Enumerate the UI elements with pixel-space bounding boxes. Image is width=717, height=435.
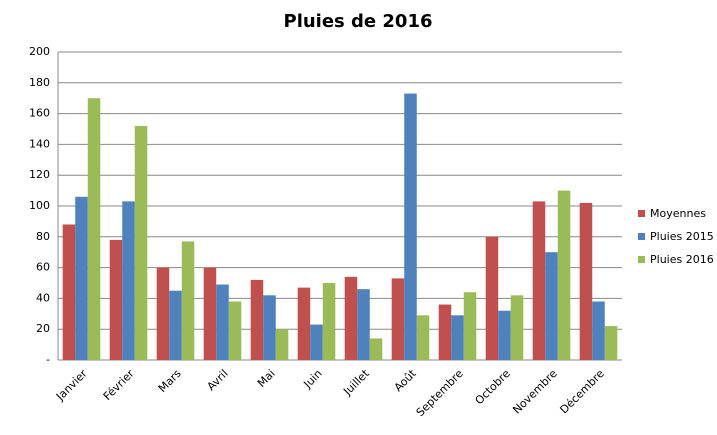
- legend-label: Pluies 2015: [650, 230, 714, 243]
- chart-title: Pluies de 2016: [284, 11, 433, 32]
- x-tick-label: Février: [101, 367, 137, 403]
- y-tick-label: 80: [36, 230, 50, 243]
- y-tick-label: 20: [36, 322, 50, 335]
- bar: [310, 324, 323, 360]
- bar: [463, 292, 477, 360]
- bar: [404, 93, 417, 360]
- bar: [344, 276, 358, 360]
- legend-swatch: [638, 210, 645, 217]
- y-tick-label: 100: [29, 199, 50, 212]
- bar: [532, 201, 546, 360]
- bar: [557, 190, 571, 360]
- bar: [451, 315, 464, 360]
- legend-swatch: [638, 256, 645, 263]
- y-tick-label: 40: [36, 291, 50, 304]
- y-tick-label: -: [46, 353, 50, 366]
- bar: [357, 289, 370, 360]
- bar: [485, 236, 499, 360]
- bar: [169, 290, 182, 360]
- x-tick-label: Octobre: [473, 367, 513, 407]
- bar: [122, 201, 135, 360]
- bar: [297, 287, 311, 360]
- x-tick-label: Janvier: [53, 367, 90, 404]
- x-tick-label: Août: [392, 367, 420, 395]
- x-tick-label: Mai: [255, 367, 278, 390]
- x-tick-label: Mars: [156, 367, 184, 395]
- bar: [216, 284, 229, 360]
- x-tick-label: Septembre: [414, 367, 466, 419]
- bar: [181, 241, 195, 360]
- bar: [109, 239, 123, 360]
- x-tick-label: Avril: [205, 367, 231, 393]
- y-tick-label: 160: [29, 107, 50, 120]
- bar: [263, 295, 276, 360]
- bar: [62, 224, 76, 360]
- x-tick-label: Juillet: [340, 367, 372, 399]
- y-tick-label: 120: [29, 168, 50, 181]
- bar: [203, 267, 217, 360]
- y-tick-label: 60: [36, 261, 50, 274]
- legend-label: Moyennes: [650, 207, 706, 220]
- bar: [604, 326, 618, 360]
- bar: [250, 279, 264, 360]
- bar: [391, 278, 405, 360]
- bar: [498, 310, 511, 360]
- bar: [75, 196, 88, 360]
- bar: [438, 304, 452, 360]
- x-tick-label: Décembre: [557, 367, 607, 417]
- bar: [87, 98, 101, 360]
- bar: [579, 202, 593, 360]
- bar: [275, 329, 289, 360]
- bar: [156, 267, 170, 360]
- y-tick-label: 180: [29, 76, 50, 89]
- bar: [228, 301, 242, 360]
- bar: [592, 301, 605, 360]
- bar: [416, 315, 430, 360]
- bar: [369, 338, 383, 360]
- x-tick-label: Novembre: [510, 367, 560, 417]
- bar: [545, 252, 558, 360]
- bar: [510, 295, 524, 360]
- x-tick-label: Juin: [301, 367, 325, 391]
- legend-swatch: [638, 233, 645, 240]
- y-tick-label: 200: [29, 45, 50, 58]
- bar: [134, 125, 148, 360]
- legend-label: Pluies 2016: [650, 253, 714, 266]
- bar: [322, 283, 336, 360]
- y-tick-label: 140: [29, 137, 50, 150]
